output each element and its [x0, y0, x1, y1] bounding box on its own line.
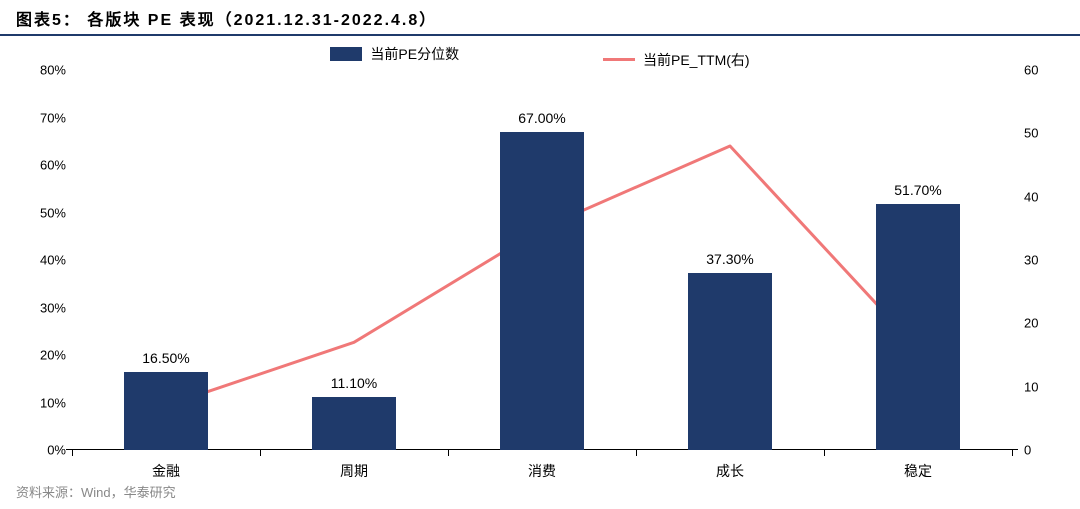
bar	[688, 273, 773, 450]
legend-line-label: 当前PE_TTM(右)	[643, 50, 750, 70]
x-category-label: 金融	[152, 461, 180, 481]
y-right-tick: 20	[1024, 316, 1038, 331]
bar-value-label: 16.50%	[142, 350, 189, 366]
y-left-tick: 10%	[40, 395, 66, 410]
y-right-tick: 50	[1024, 126, 1038, 141]
y-left-tick: 80%	[40, 63, 66, 78]
bar	[500, 132, 585, 450]
legend-item-line: 当前PE_TTM(右)	[603, 50, 750, 70]
y-right-tick: 0	[1024, 443, 1031, 458]
bar-value-label: 11.10%	[331, 375, 377, 391]
legend: 当前PE分位数 当前PE_TTM(右)	[0, 44, 1080, 70]
y-right-tick: 10	[1024, 379, 1038, 394]
title-bar: 图表5： 各版块 PE 表现（2021.12.31-2022.4.8）	[0, 0, 1080, 36]
y-left-tick: 70%	[40, 110, 66, 125]
bar	[124, 372, 209, 450]
y-left-tick: 40%	[40, 253, 66, 268]
y-axis-left: 0%10%20%30%40%50%60%70%80%	[16, 70, 66, 450]
x-category-label: 成长	[716, 461, 744, 481]
bar-value-label: 37.30%	[706, 251, 753, 267]
x-tick-mark	[1012, 450, 1013, 456]
y-right-tick: 40	[1024, 189, 1038, 204]
bar-value-label: 67.00%	[518, 110, 565, 126]
plot-area: 16.50% 11.10% 67.00% 37.30% 51.70%	[72, 70, 1012, 450]
legend-line-swatch	[603, 58, 635, 61]
y-left-tick: 20%	[40, 348, 66, 363]
x-axis: 金融 周期 消费 成长 稳定	[72, 455, 1012, 485]
y-axis-right: 0102030405060	[1024, 70, 1064, 450]
source-footer: 资料来源：Wind，华泰研究	[16, 482, 176, 501]
y-left-tick: 30%	[40, 300, 66, 315]
bar	[312, 397, 397, 450]
bar	[876, 204, 961, 450]
y-left-tick: 0%	[47, 443, 66, 458]
y-left-tick: 60%	[40, 158, 66, 173]
legend-bar-label: 当前PE分位数	[370, 44, 459, 64]
y-left-tick: 50%	[40, 205, 66, 220]
x-category-label: 消费	[528, 461, 556, 481]
y-right-tick: 30	[1024, 253, 1038, 268]
x-category-label: 稳定	[904, 461, 932, 481]
legend-item-bar: 当前PE分位数	[330, 44, 459, 64]
x-category-label: 周期	[340, 461, 368, 481]
chart-title: 图表5： 各版块 PE 表现（2021.12.31-2022.4.8）	[16, 6, 1064, 30]
bar-value-label: 51.70%	[894, 182, 941, 198]
legend-bar-swatch	[330, 47, 362, 61]
chart-container: 图表5： 各版块 PE 表现（2021.12.31-2022.4.8） 当前PE…	[0, 0, 1080, 509]
y-right-tick: 60	[1024, 63, 1038, 78]
